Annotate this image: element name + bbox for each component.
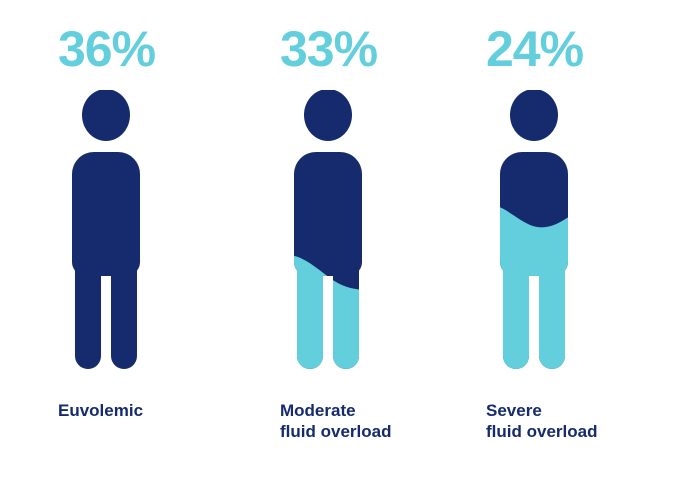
person-icon — [72, 90, 140, 369]
caption-line: Moderate — [280, 401, 356, 420]
figure-column-severe: 24% Sever — [470, 0, 688, 498]
water-fill — [500, 205, 568, 369]
caption-severe: Severe fluid overload — [470, 382, 688, 443]
caption-line: fluid overload — [280, 422, 392, 442]
caption-line: Severe — [486, 401, 542, 420]
person-body-fill — [294, 90, 362, 369]
caption-line: fluid overload — [486, 422, 598, 442]
person-body-fill — [500, 90, 568, 369]
caption-euvolemic: Euvolemic — [48, 382, 240, 421]
person-icon — [294, 90, 362, 369]
figure-column-moderate: 33% Moder — [240, 0, 470, 498]
person-figure-severe — [490, 90, 688, 382]
person-figure-moderate — [284, 90, 484, 382]
caption-moderate: Moderate fluid overload — [248, 382, 470, 443]
person-icon — [500, 90, 568, 369]
percent-value-euvolemic: 36% — [58, 21, 156, 77]
percent-value-severe: 24% — [486, 21, 584, 77]
person-body-fill — [72, 90, 140, 369]
person-figure-euvolemic — [62, 90, 262, 382]
caption-line: Euvolemic — [58, 401, 144, 420]
percent-value-moderate: 33% — [280, 21, 378, 77]
figure-column-euvolemic: 36% — [0, 0, 240, 498]
